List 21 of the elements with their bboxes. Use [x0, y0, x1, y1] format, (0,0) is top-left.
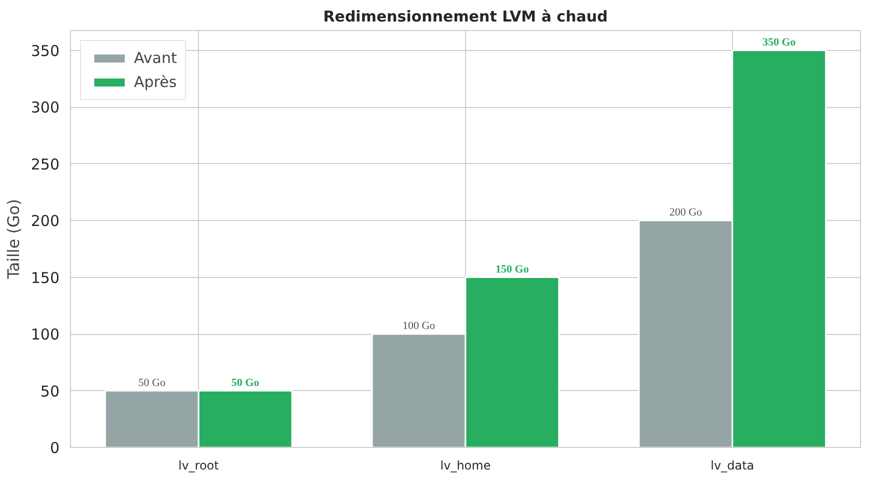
y-tick-label: 250	[30, 155, 60, 174]
x-tick-label: lv_root	[178, 458, 220, 472]
data-label: 100 Go	[402, 320, 436, 332]
legend-label: Avant	[134, 49, 177, 67]
y-tick-label: 200	[30, 212, 60, 230]
x-tick-label: lv_home	[440, 458, 491, 472]
data-label: 150 Go	[496, 263, 530, 276]
y-axis-title: Taille (Go)	[4, 199, 23, 280]
data-label: 200 Go	[669, 206, 703, 219]
x-tick-label: lv_data	[710, 458, 754, 472]
data-label: 50 Go	[138, 376, 166, 389]
chart-title: Redimensionnement LVM à chaud	[323, 8, 608, 26]
y-tick-label: 50	[40, 382, 60, 400]
y-tick-label: 300	[30, 98, 60, 117]
y-tick-label: 150	[30, 268, 60, 287]
legend-label: Après	[134, 73, 177, 91]
data-label: 350 Go	[762, 36, 796, 48]
y-tick-label: 100	[30, 326, 60, 344]
data-label: 50 Go	[231, 376, 260, 389]
y-tick-label: 350	[30, 42, 60, 60]
y-tick-label: 0	[50, 439, 60, 457]
